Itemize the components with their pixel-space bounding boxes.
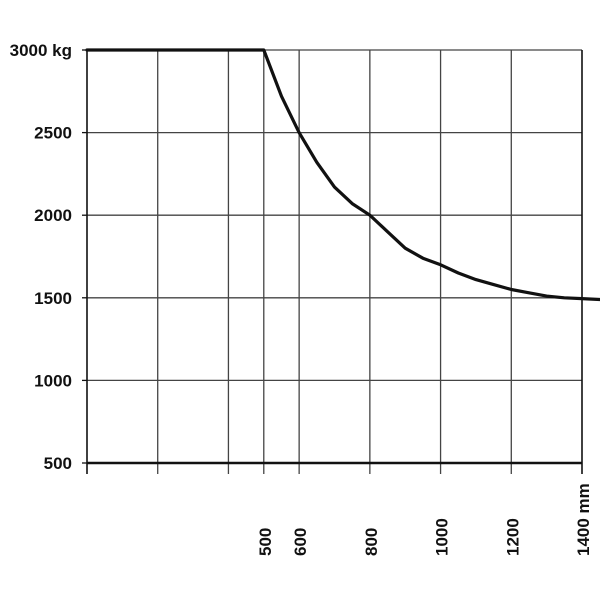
y-tick-label-2500: 2500: [34, 124, 72, 143]
x-tick-labels: 500 600 800 1000 1200 1400 mm: [256, 483, 593, 556]
x-tick-label-1000: 1000: [433, 518, 452, 556]
y-tick-label-1500: 1500: [34, 289, 72, 308]
x-tick-label-1200: 1200: [503, 518, 522, 556]
y-tick-label-500: 500: [44, 454, 72, 473]
x-tick-label-600: 600: [291, 528, 310, 556]
y-tick-labels: 3000 kg 2500 2000 1500 1000 500: [10, 41, 72, 473]
axes: [82, 49, 583, 474]
grid: [87, 49, 582, 474]
capacity-curve: [85, 48, 600, 302]
y-tick-label-1000: 1000: [34, 371, 72, 390]
x-tick-label-800: 800: [362, 528, 381, 556]
x-tick-label-1400: 1400 mm: [574, 483, 593, 556]
x-tick-label-500: 500: [256, 528, 275, 556]
y-tick-label-3000: 3000 kg: [10, 41, 72, 60]
y-tick-label-2000: 2000: [34, 206, 72, 225]
